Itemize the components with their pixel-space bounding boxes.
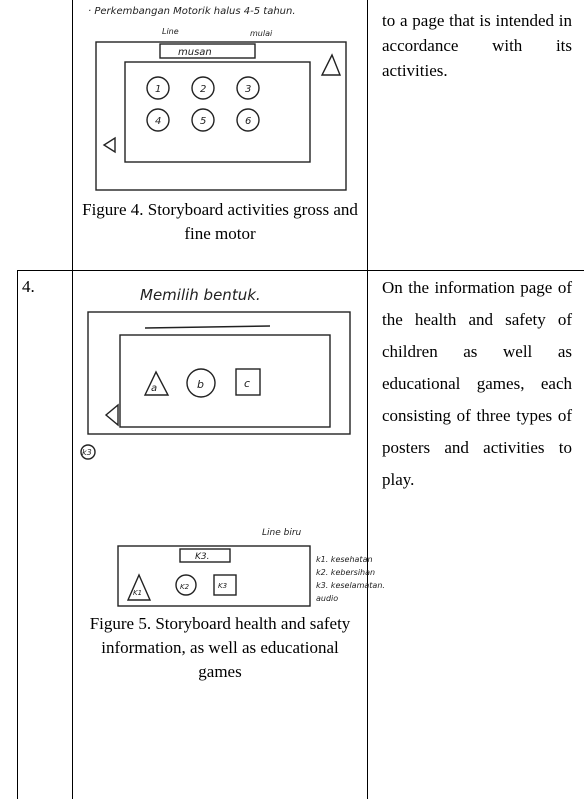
figure-caption: Figure 4. Storyboard activities gross an…: [82, 200, 358, 243]
sketch-label: k3: [82, 448, 92, 457]
sketch-frame: [124, 61, 311, 163]
sketch-icon: [236, 108, 260, 132]
border: [72, 270, 73, 799]
border: [17, 270, 584, 271]
sketch-icon: [104, 403, 119, 427]
sketch-label: 2: [200, 84, 206, 95]
sketch-icon: [146, 108, 170, 132]
sketch-figure-4: · Perkembangan Motorik halus 4-5 tahun. …: [88, 6, 347, 191]
sketch-label: Line biru: [262, 528, 302, 538]
sketch-icon: [126, 573, 152, 601]
sketch-icon: [213, 574, 237, 596]
sketch-label: c: [244, 377, 250, 390]
sketch-label: 4: [155, 116, 161, 127]
sketch-label: mulai: [250, 29, 273, 38]
sketch-icon: [186, 368, 216, 398]
sketch-line: [144, 325, 271, 329]
sketch-label: audio: [316, 594, 338, 603]
description: On the information page of the health an…: [382, 278, 572, 489]
sketch-label: Memilih bentuk.: [140, 286, 261, 304]
sketch-label: K3: [218, 582, 227, 590]
sketch-label: K2: [180, 583, 190, 591]
sketch-icon: [175, 574, 197, 596]
sketch-label: b: [197, 378, 204, 391]
sketch-icon: [236, 76, 260, 100]
sketch-frame: [119, 334, 331, 428]
row-number: 4.: [22, 277, 35, 296]
sketch-label: Line: [162, 27, 179, 36]
sketch-frame: [95, 41, 347, 191]
sketch-label: K1: [133, 589, 142, 597]
description: to a page that is intended in accordance…: [382, 11, 572, 80]
border: [72, 0, 73, 270]
sketch-label: K3.: [195, 552, 210, 562]
sketch-label: k3. keselamatan.: [316, 581, 385, 590]
sketch-label: a: [151, 383, 157, 394]
border: [17, 270, 18, 799]
sketch-figure-5: Memilih bentuk. a b c k3 Line biru K3. k…: [80, 286, 385, 607]
sketch-label: 3: [245, 84, 251, 95]
sketch-label: 5: [200, 116, 206, 127]
sketch-icon: [235, 368, 261, 396]
sketch-frame: [117, 545, 311, 607]
sketch-icon: [80, 444, 96, 460]
figure-caption: Figure 5. Storyboard health and safety i…: [89, 614, 351, 681]
sketch-frame: [87, 311, 351, 435]
sketch-icon: [102, 136, 116, 154]
sketch-icon: [146, 76, 170, 100]
sketch-label: 6: [245, 116, 251, 127]
sketch-icon: [320, 53, 342, 76]
sketch-frame: [159, 43, 256, 59]
border: [367, 0, 368, 799]
sketch-frame: [179, 548, 231, 563]
sketch-icon: [191, 108, 215, 132]
sketch-label: k1. kesehatan: [316, 555, 373, 564]
sketch-icon: [191, 76, 215, 100]
sketch-label: · Perkembangan Motorik halus 4-5 tahun.: [88, 6, 296, 17]
sketch-icon: [143, 370, 170, 396]
sketch-label: 1: [155, 84, 161, 95]
sketch-label: musan: [178, 47, 212, 58]
sketch-label: k2. kebersihan: [316, 568, 375, 577]
